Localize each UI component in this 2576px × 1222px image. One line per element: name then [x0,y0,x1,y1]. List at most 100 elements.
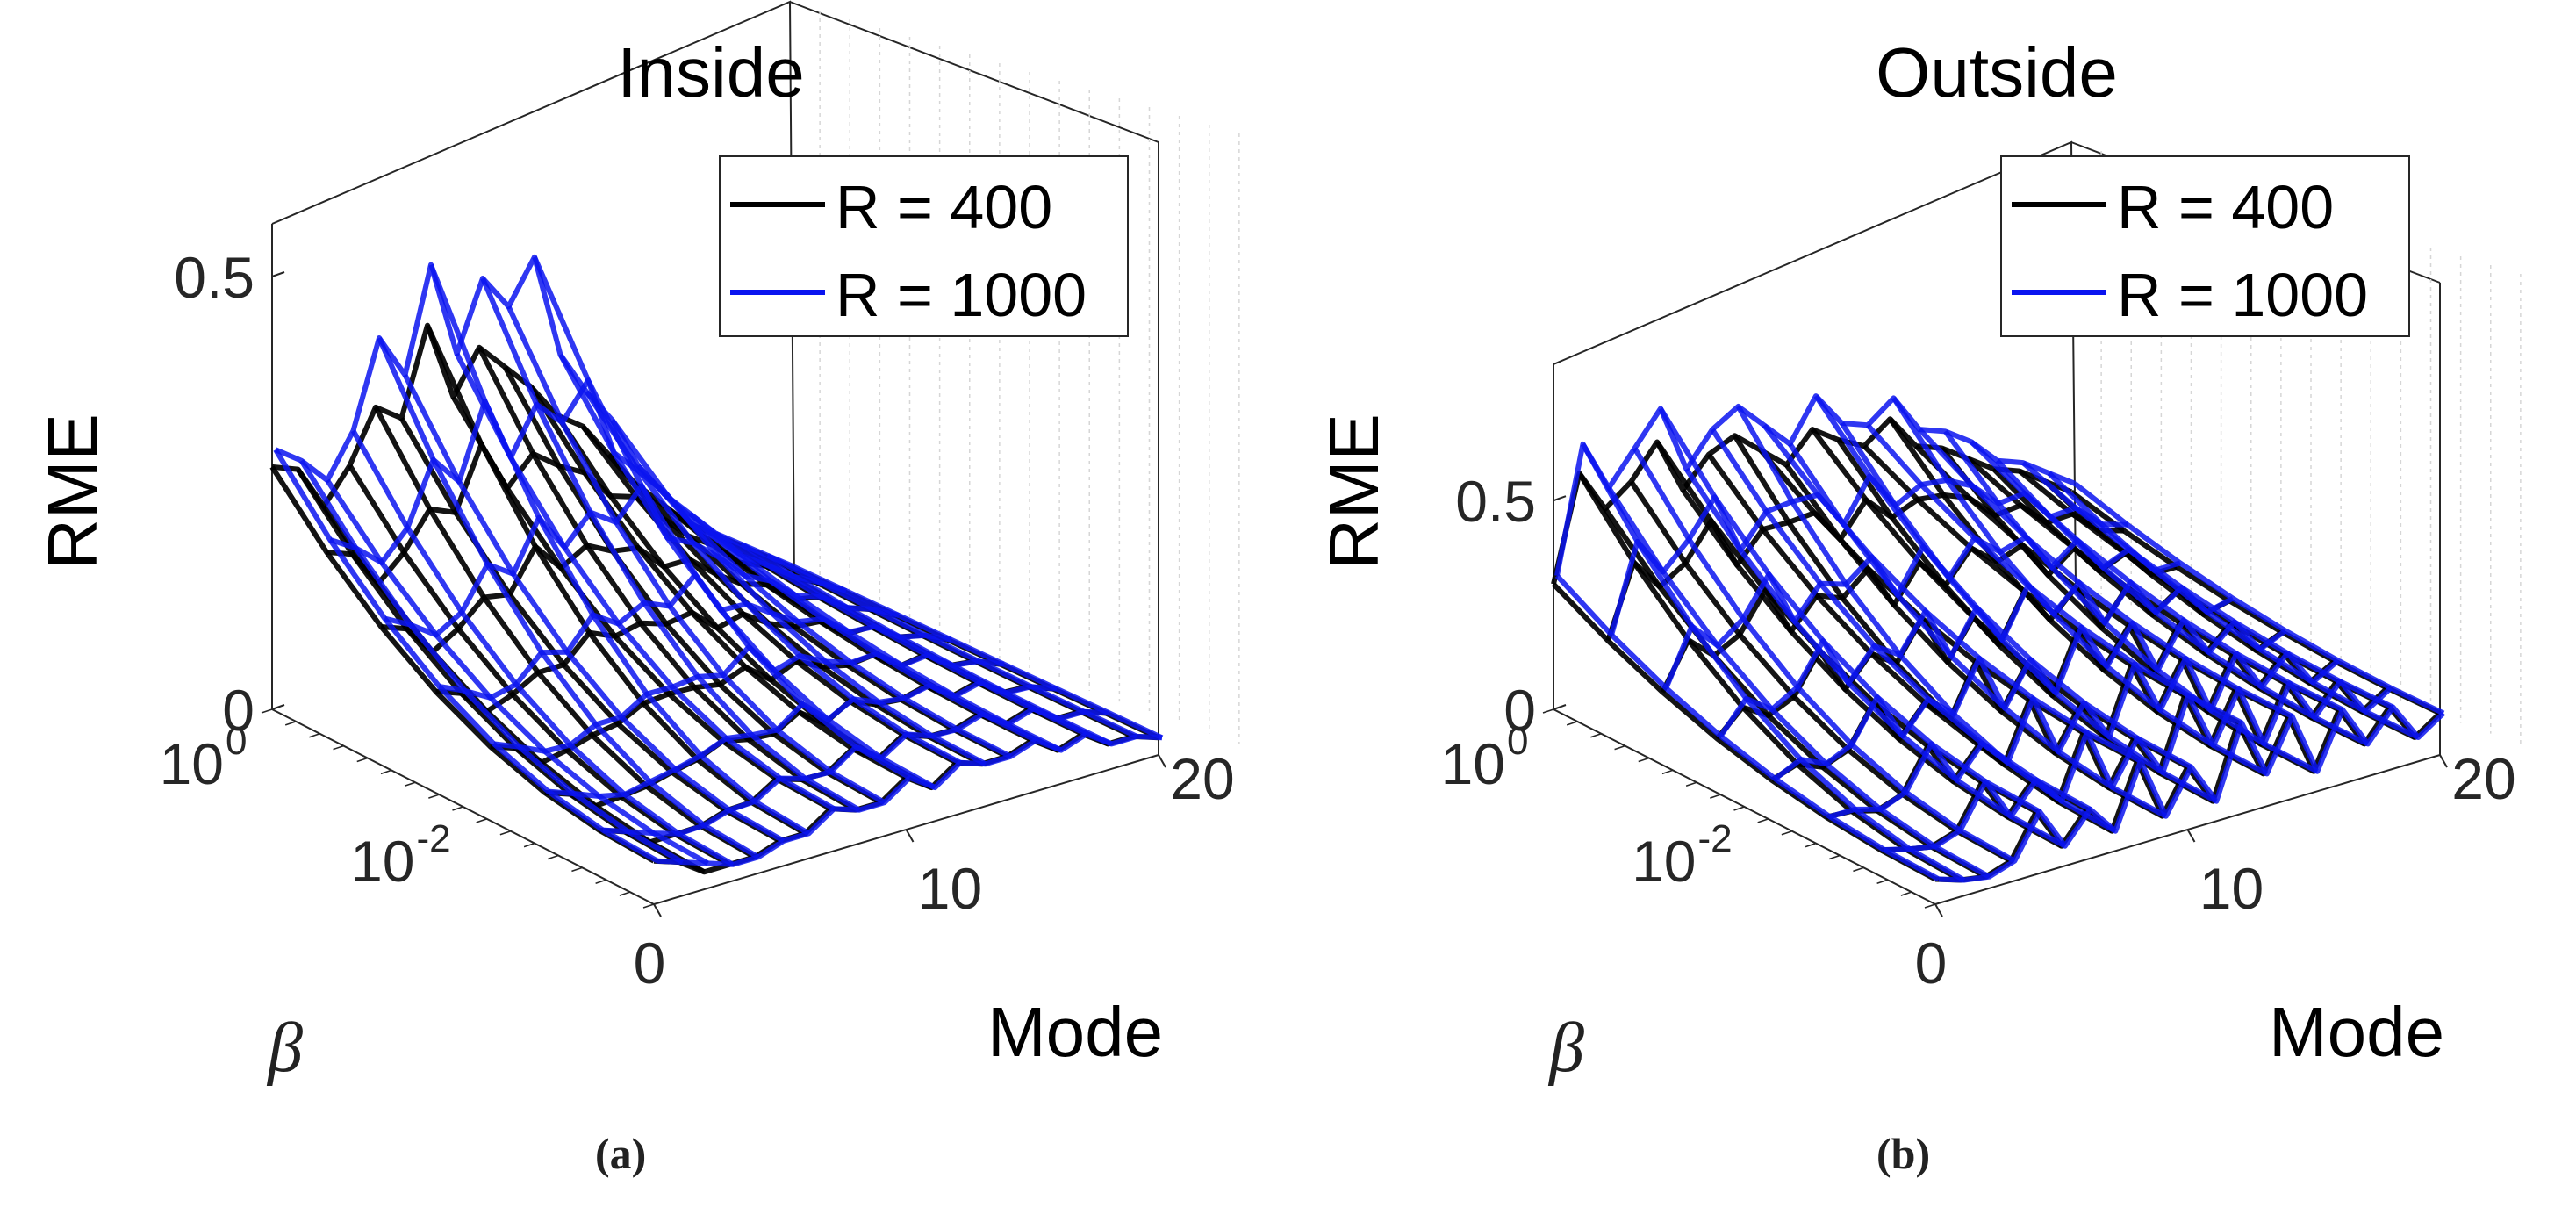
beta-minor-tick [1733,806,1745,811]
surface-mesh-line-R1000 [1995,458,2370,747]
beta-minor-tick [284,721,297,726]
surface-mesh-line-R400 [502,365,883,805]
beta-minor-tick [548,854,559,860]
beta-minor-tick [452,806,463,811]
surface-mesh-line-R1000 [635,464,1012,759]
beta-minor-tick [356,757,368,763]
surface-mesh-line-R1000 [584,390,962,766]
caption-a: (a) [595,1129,647,1178]
beta-minor-tick [1853,866,1864,873]
surface-mesh-line-R1000 [1891,396,2269,777]
surface-series-line [1551,416,2073,585]
surface-mesh-line-R1000 [2047,471,2420,740]
surface-series-line [1938,704,2446,883]
beta-minor-tick [1685,781,1697,787]
z-tick-label: 0.5 [1455,469,1536,534]
surface-mesh-line-R1000 [1684,467,2067,849]
y-axis-label: β [1547,1010,1584,1087]
beta-minor-tick [309,733,320,738]
surface-series-line [1773,617,2287,781]
beta-minor-tick [1566,721,1578,726]
beta-tick-label: 10 [160,731,224,796]
z-tick-label: 0 [222,678,255,743]
beta-minor-tick [1638,757,1649,763]
legend-box [719,155,1129,337]
back-wall-top-right [789,1,1159,143]
beta-minor-tick [1757,818,1769,823]
surface-series-line [493,643,1005,754]
z-tick-mark [1553,704,1567,710]
beta-minor-tick [642,903,655,909]
surface-series-line [329,377,847,593]
surface-mesh-line-R1000 [506,306,886,805]
surface-series-line [1884,679,2393,852]
z-axis-label: RME [1315,413,1393,570]
mode-tick-mark [653,903,662,917]
beta-minor-tick [1614,744,1625,751]
z-tick-mark [1553,495,1567,502]
beta-minor-tick [261,708,273,714]
z-tick-mark [271,271,285,277]
mode-tick-label: 20 [1170,746,1234,811]
legend-box [2000,155,2410,337]
mode-tick-mark [1934,903,1943,917]
beta-minor-tick [499,830,512,836]
mode-tick-mark [2439,754,2448,768]
surface-series-line [274,254,795,570]
beta-minor-tick [1661,769,1674,775]
mode-tick-label: 0 [1915,931,1948,996]
beta-minor-tick [1924,903,1936,909]
surface-series-line [602,706,1110,837]
x-axis-label: Mode [987,993,1163,1071]
caption-b: (b) [1876,1129,1931,1178]
legend-entry-label: R = 1000 [836,261,1087,329]
beta-minor-tick [1781,830,1793,836]
mode-tick-mark [1158,754,1166,768]
surface-mesh-line-R1000 [1554,573,1941,882]
surface-mesh-line-R1000 [1943,429,2319,774]
chart-title: Outside [1876,33,2118,111]
surface-mesh-line-R1000 [273,448,659,864]
mode-tick-label: 10 [2199,856,2264,921]
beta-tick-exponent: 0 [1507,720,1528,763]
beta-tick-exponent: 0 [226,720,247,763]
beta-minor-tick [1876,879,1888,884]
surface-series-line [657,731,1163,867]
beta-tick-label: 10 [1632,829,1696,894]
legend-entry-label: R = 400 [836,173,1052,241]
z-tick-mark [271,704,285,710]
beta-minor-tick [523,842,535,848]
surface-mesh-line-R400 [347,464,731,867]
chart-title: Inside [617,33,804,111]
beta-tick-exponent: -2 [417,817,451,860]
mode-tick-mark [905,829,915,843]
z-tick-label: 0 [1503,678,1536,743]
surface-series-line [438,571,952,701]
beta-minor-tick [404,781,416,787]
beta-minor-tick [1900,891,1912,896]
surface-mesh-line-R400 [398,416,782,844]
mode-tick-label: 20 [2451,746,2515,811]
legend: R = 400 R = 1000 [2000,155,2410,337]
beta-minor-tick [1542,708,1554,714]
beta-minor-tick [380,769,392,775]
beta-tick-exponent: -2 [1698,817,1733,860]
surface-series-line [1718,579,2235,738]
surface-mesh-line-R1000 [454,352,836,811]
beta-minor-tick [1710,794,1721,799]
mode-tick-label: 10 [918,856,982,921]
surface-mesh-line-R1000 [377,336,760,859]
beta-minor-tick [595,879,606,884]
surface-mesh-line-R1000 [1632,447,2016,864]
surface-mesh-line-R400 [477,346,857,813]
surface-series-line [384,483,900,638]
z-tick-label: 0.5 [174,245,255,310]
surface-mesh-line-R1000 [402,373,786,844]
beta-minor-tick [333,744,344,751]
legend-entry-label: R = 400 [2117,173,2334,241]
surface-mesh-line-R1000 [1606,486,1991,880]
surface-series-line [1828,651,2340,820]
surface-series-line [1663,534,2181,690]
